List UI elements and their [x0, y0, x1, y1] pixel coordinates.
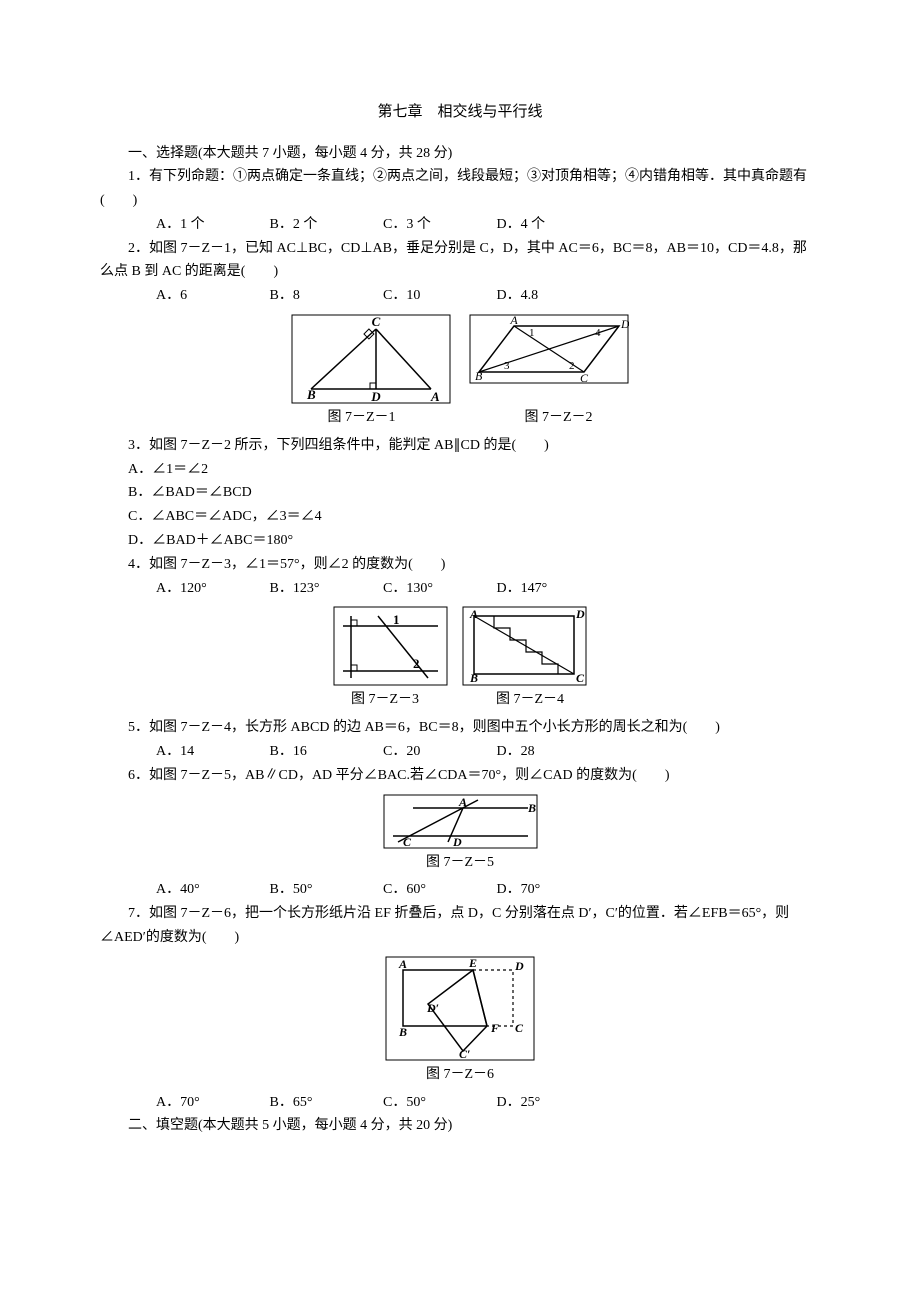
q3-text: 3．如图 7－Z－2 所示，下列四组条件中，能判定 AB∥CD 的是( )	[100, 434, 820, 458]
q1-opt-b: B．2 个	[242, 213, 352, 237]
svg-text:C: C	[580, 371, 589, 384]
q7-options: A．70° B．65° C．50° D．25°	[100, 1091, 820, 1115]
fig-7z3: 1 2	[333, 606, 448, 686]
svg-text:2: 2	[569, 360, 575, 372]
fig-7z1-caption: 图 7－Z－1	[282, 406, 442, 430]
svg-text:2: 2	[413, 656, 420, 671]
svg-text:A: A	[430, 389, 440, 404]
fig-row-1: C B D A A D B C 1 4 3 2	[100, 314, 820, 404]
q3-opt-a: A．∠1＝∠2	[100, 458, 820, 482]
q1-text: 1．有下列命题：①两点确定一条直线；②两点之间，线段最短；③对顶角相等；④内错角…	[100, 165, 820, 213]
q6-text: 6．如图 7－Z－5，AB∥CD，AD 平分∠BAC.若∠CDA＝70°，则∠C…	[100, 764, 820, 788]
q7-opt-a: A．70°	[128, 1091, 238, 1115]
q4-options: A．120° B．123° C．130° D．147°	[100, 577, 820, 601]
fig-7z1: C B D A	[291, 314, 451, 404]
svg-text:1: 1	[529, 327, 535, 339]
q1-opt-a: A．1 个	[128, 213, 238, 237]
q7-opt-c: C．50°	[355, 1091, 465, 1115]
svg-text:D: D	[620, 317, 629, 331]
fig-row-3: A B C D	[100, 794, 820, 849]
svg-text:B: B	[475, 369, 483, 383]
q4-opt-c: C．130°	[355, 577, 465, 601]
svg-text:B: B	[469, 671, 478, 685]
svg-text:B: B	[306, 387, 316, 402]
fig-cap-row-2: 图 7－Z－3 图 7－Z－4	[100, 688, 820, 712]
q6-options: A．40° B．50° C．60° D．70°	[100, 878, 820, 902]
fig-7z5: A B C D	[383, 794, 538, 849]
svg-text:E: E	[468, 956, 477, 970]
q2-options: A．6 B．8 C．10 D．4.8	[100, 284, 820, 308]
q7-text: 7．如图 7－Z－6，把一个长方形纸片沿 EF 折叠后，点 D，C 分别落在点 …	[100, 902, 820, 950]
fig-7z5-caption: 图 7－Z－5	[100, 851, 820, 875]
q5-text: 5．如图 7－Z－4，长方形 ABCD 的边 AB＝6，BC＝8，则图中五个小长…	[100, 716, 820, 740]
fig-7z4-caption: 图 7－Z－4	[468, 688, 593, 712]
page: 第七章 相交线与平行线 一、选择题(本大题共 7 小题，每小题 4 分，共 28…	[0, 0, 920, 1302]
svg-text:A: A	[469, 607, 478, 621]
q2-opt-a: A．6	[128, 284, 238, 308]
fig-7z2-caption: 图 7－Z－2	[479, 406, 639, 430]
q1-options: A．1 个 B．2 个 C．3 个 D．4 个	[100, 213, 820, 237]
fig-7z6-caption: 图 7－Z－6	[100, 1063, 820, 1087]
svg-text:D: D	[575, 607, 585, 621]
svg-text:B: B	[527, 801, 536, 815]
fig-7z2: A D B C 1 4 3 2	[469, 314, 629, 384]
svg-text:C: C	[515, 1021, 524, 1035]
svg-text:C: C	[403, 835, 412, 849]
q6-opt-c: C．60°	[355, 878, 465, 902]
q4-opt-b: B．123°	[242, 577, 352, 601]
chapter-title: 第七章 相交线与平行线	[100, 100, 820, 126]
svg-text:B: B	[398, 1025, 407, 1039]
q2-text: 2．如图 7－Z－1，已知 AC⊥BC，CD⊥AB，垂足分别是 C，D，其中 A…	[100, 237, 820, 285]
svg-text:C: C	[576, 671, 585, 685]
q4-opt-d: D．147°	[469, 577, 579, 601]
q7-opt-d: D．25°	[469, 1091, 579, 1115]
q6-opt-d: D．70°	[469, 878, 579, 902]
q6-opt-b: B．50°	[242, 878, 352, 902]
q5-opt-d: D．28	[469, 740, 579, 764]
q4-opt-a: A．120°	[128, 577, 238, 601]
section-1-heading: 一、选择题(本大题共 7 小题，每小题 4 分，共 28 分)	[100, 142, 820, 166]
q2-opt-b: B．8	[242, 284, 352, 308]
fig-cap-row-1: 图 7－Z－1 图 7－Z－2	[100, 406, 820, 430]
svg-text:A: A	[398, 957, 407, 971]
q5-opt-b: B．16	[242, 740, 352, 764]
svg-text:D: D	[371, 389, 382, 404]
q3-opt-d: D．∠BAD＋∠ABC＝180°	[100, 529, 820, 553]
svg-text:3: 3	[504, 360, 510, 372]
svg-text:C′: C′	[459, 1047, 470, 1061]
svg-text:D: D	[514, 959, 524, 973]
svg-text:A: A	[457, 795, 466, 809]
section-2-heading: 二、填空题(本大题共 5 小题，每小题 4 分，共 20 分)	[100, 1114, 820, 1138]
q7-opt-b: B．65°	[242, 1091, 352, 1115]
fig-7z6: A E D B F C D′ C′	[385, 956, 535, 1061]
q5-options: A．14 B．16 C．20 D．28	[100, 740, 820, 764]
q2-opt-c: C．10	[355, 284, 465, 308]
q4-text: 4．如图 7－Z－3，∠1＝57°，则∠2 的度数为( )	[100, 553, 820, 577]
svg-text:F: F	[490, 1021, 499, 1035]
svg-text:1: 1	[393, 612, 400, 627]
fig-row-2: 1 2 A D B C	[100, 606, 820, 686]
q1-opt-c: C．3 个	[355, 213, 465, 237]
q5-opt-c: C．20	[355, 740, 465, 764]
q3-opt-b: B．∠BAD＝∠BCD	[100, 481, 820, 505]
q3-opt-c: C．∠ABC＝∠ADC，∠3＝∠4	[100, 505, 820, 529]
svg-text:D′: D′	[426, 1001, 439, 1015]
q6-opt-a: A．40°	[128, 878, 238, 902]
q2-opt-d: D．4.8	[469, 284, 579, 308]
fig-7z3-caption: 图 7－Z－3	[328, 688, 443, 712]
q5-opt-a: A．14	[128, 740, 238, 764]
svg-text:4: 4	[595, 327, 601, 339]
fig-7z4: A D B C	[462, 606, 587, 686]
svg-text:D: D	[452, 835, 462, 849]
fig-row-4: A E D B F C D′ C′	[100, 956, 820, 1061]
q1-opt-d: D．4 个	[469, 213, 579, 237]
svg-text:A: A	[509, 314, 518, 327]
svg-text:C: C	[372, 314, 381, 329]
